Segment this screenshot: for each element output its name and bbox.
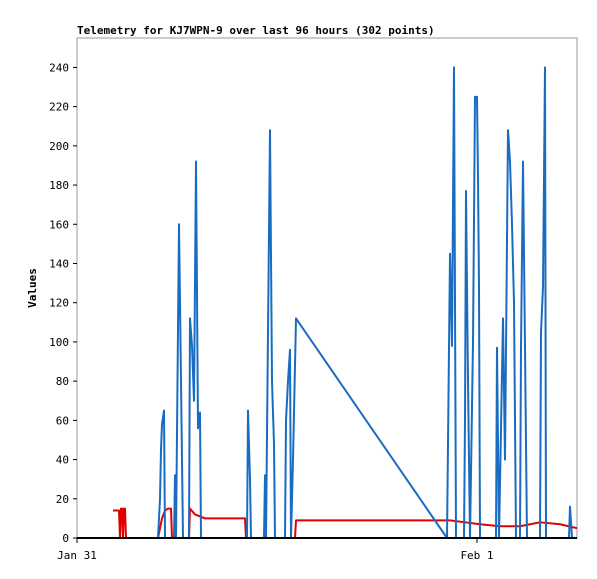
y-tick-label: 160 bbox=[49, 218, 69, 231]
y-tick-label: 60 bbox=[56, 414, 69, 427]
y-tick-label: 120 bbox=[49, 297, 69, 310]
y-tick-label: 40 bbox=[56, 454, 69, 467]
y-axis-label: Values bbox=[26, 268, 39, 308]
x-tick-label: Feb 1 bbox=[460, 549, 493, 562]
y-tick-label: 140 bbox=[49, 257, 69, 270]
x-tick-label: Jan 31 bbox=[57, 549, 97, 562]
y-tick-label: 200 bbox=[49, 140, 69, 153]
y-tick-label: 240 bbox=[49, 61, 69, 74]
y-tick-label: 220 bbox=[49, 101, 69, 114]
y-tick-label: 0 bbox=[62, 532, 69, 545]
y-tick-label: 80 bbox=[56, 375, 69, 388]
plot-frame bbox=[76, 37, 578, 539]
y-tick-label: 180 bbox=[49, 179, 69, 192]
series-line bbox=[157, 66, 577, 539]
y-tick-label: 100 bbox=[49, 336, 69, 349]
chart-title: Telemetry for KJ7WPN-9 over last 96 hour… bbox=[77, 24, 435, 37]
y-tick-label: 20 bbox=[56, 493, 69, 506]
